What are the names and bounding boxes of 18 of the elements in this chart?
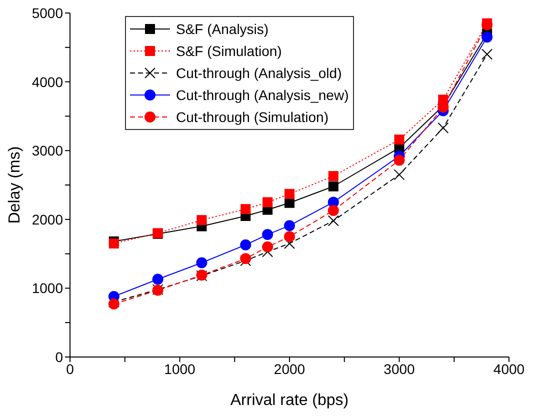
x-tick-label: 1000 [164, 360, 196, 377]
y-tick-label: 3000 [32, 142, 64, 159]
legend-label: S&F (Simulation) [176, 43, 282, 59]
x-tick-label: 0 [66, 360, 74, 377]
x-tick-label: 4000 [493, 360, 525, 377]
legend-label: S&F (Analysis) [176, 21, 269, 37]
y-tick-label: 4000 [32, 74, 64, 90]
x-tick-label: 3000 [384, 360, 416, 377]
legend-label: Cut-through (Simulation) [176, 109, 329, 125]
x-tick-label: 2000 [274, 360, 306, 377]
y-tick-label: 2000 [32, 211, 64, 228]
legend-label: Cut-through (Analysis_new) [176, 87, 349, 103]
y-axis-title: Delay (ms) [6, 146, 24, 224]
y-tick-label: 1000 [32, 280, 64, 296]
y-tick-label: 0 [55, 348, 64, 365]
legend-label: Cut-through (Analysis_old) [176, 65, 342, 81]
y-tick-label: 5000 [32, 4, 64, 21]
x-axis-title: Arrival rate (bps) [230, 392, 349, 409]
